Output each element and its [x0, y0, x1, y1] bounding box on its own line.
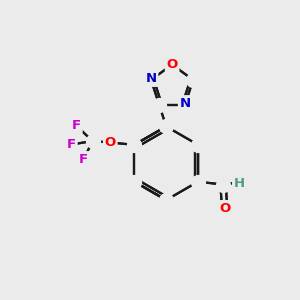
Text: F: F [72, 119, 81, 132]
Text: N: N [179, 97, 191, 110]
Text: N: N [146, 72, 157, 85]
Text: O: O [219, 202, 230, 215]
Text: O: O [167, 58, 178, 71]
Text: O: O [105, 136, 116, 149]
Text: F: F [67, 138, 76, 151]
Text: O: O [105, 136, 116, 149]
Text: O: O [219, 202, 230, 215]
Text: F: F [79, 153, 88, 166]
Text: N: N [179, 97, 191, 110]
Text: F: F [79, 153, 88, 166]
Text: F: F [72, 119, 81, 132]
Text: H: H [234, 177, 245, 190]
Text: F: F [67, 138, 76, 151]
Text: O: O [167, 58, 178, 71]
Text: H: H [234, 177, 245, 190]
Text: N: N [146, 72, 157, 85]
